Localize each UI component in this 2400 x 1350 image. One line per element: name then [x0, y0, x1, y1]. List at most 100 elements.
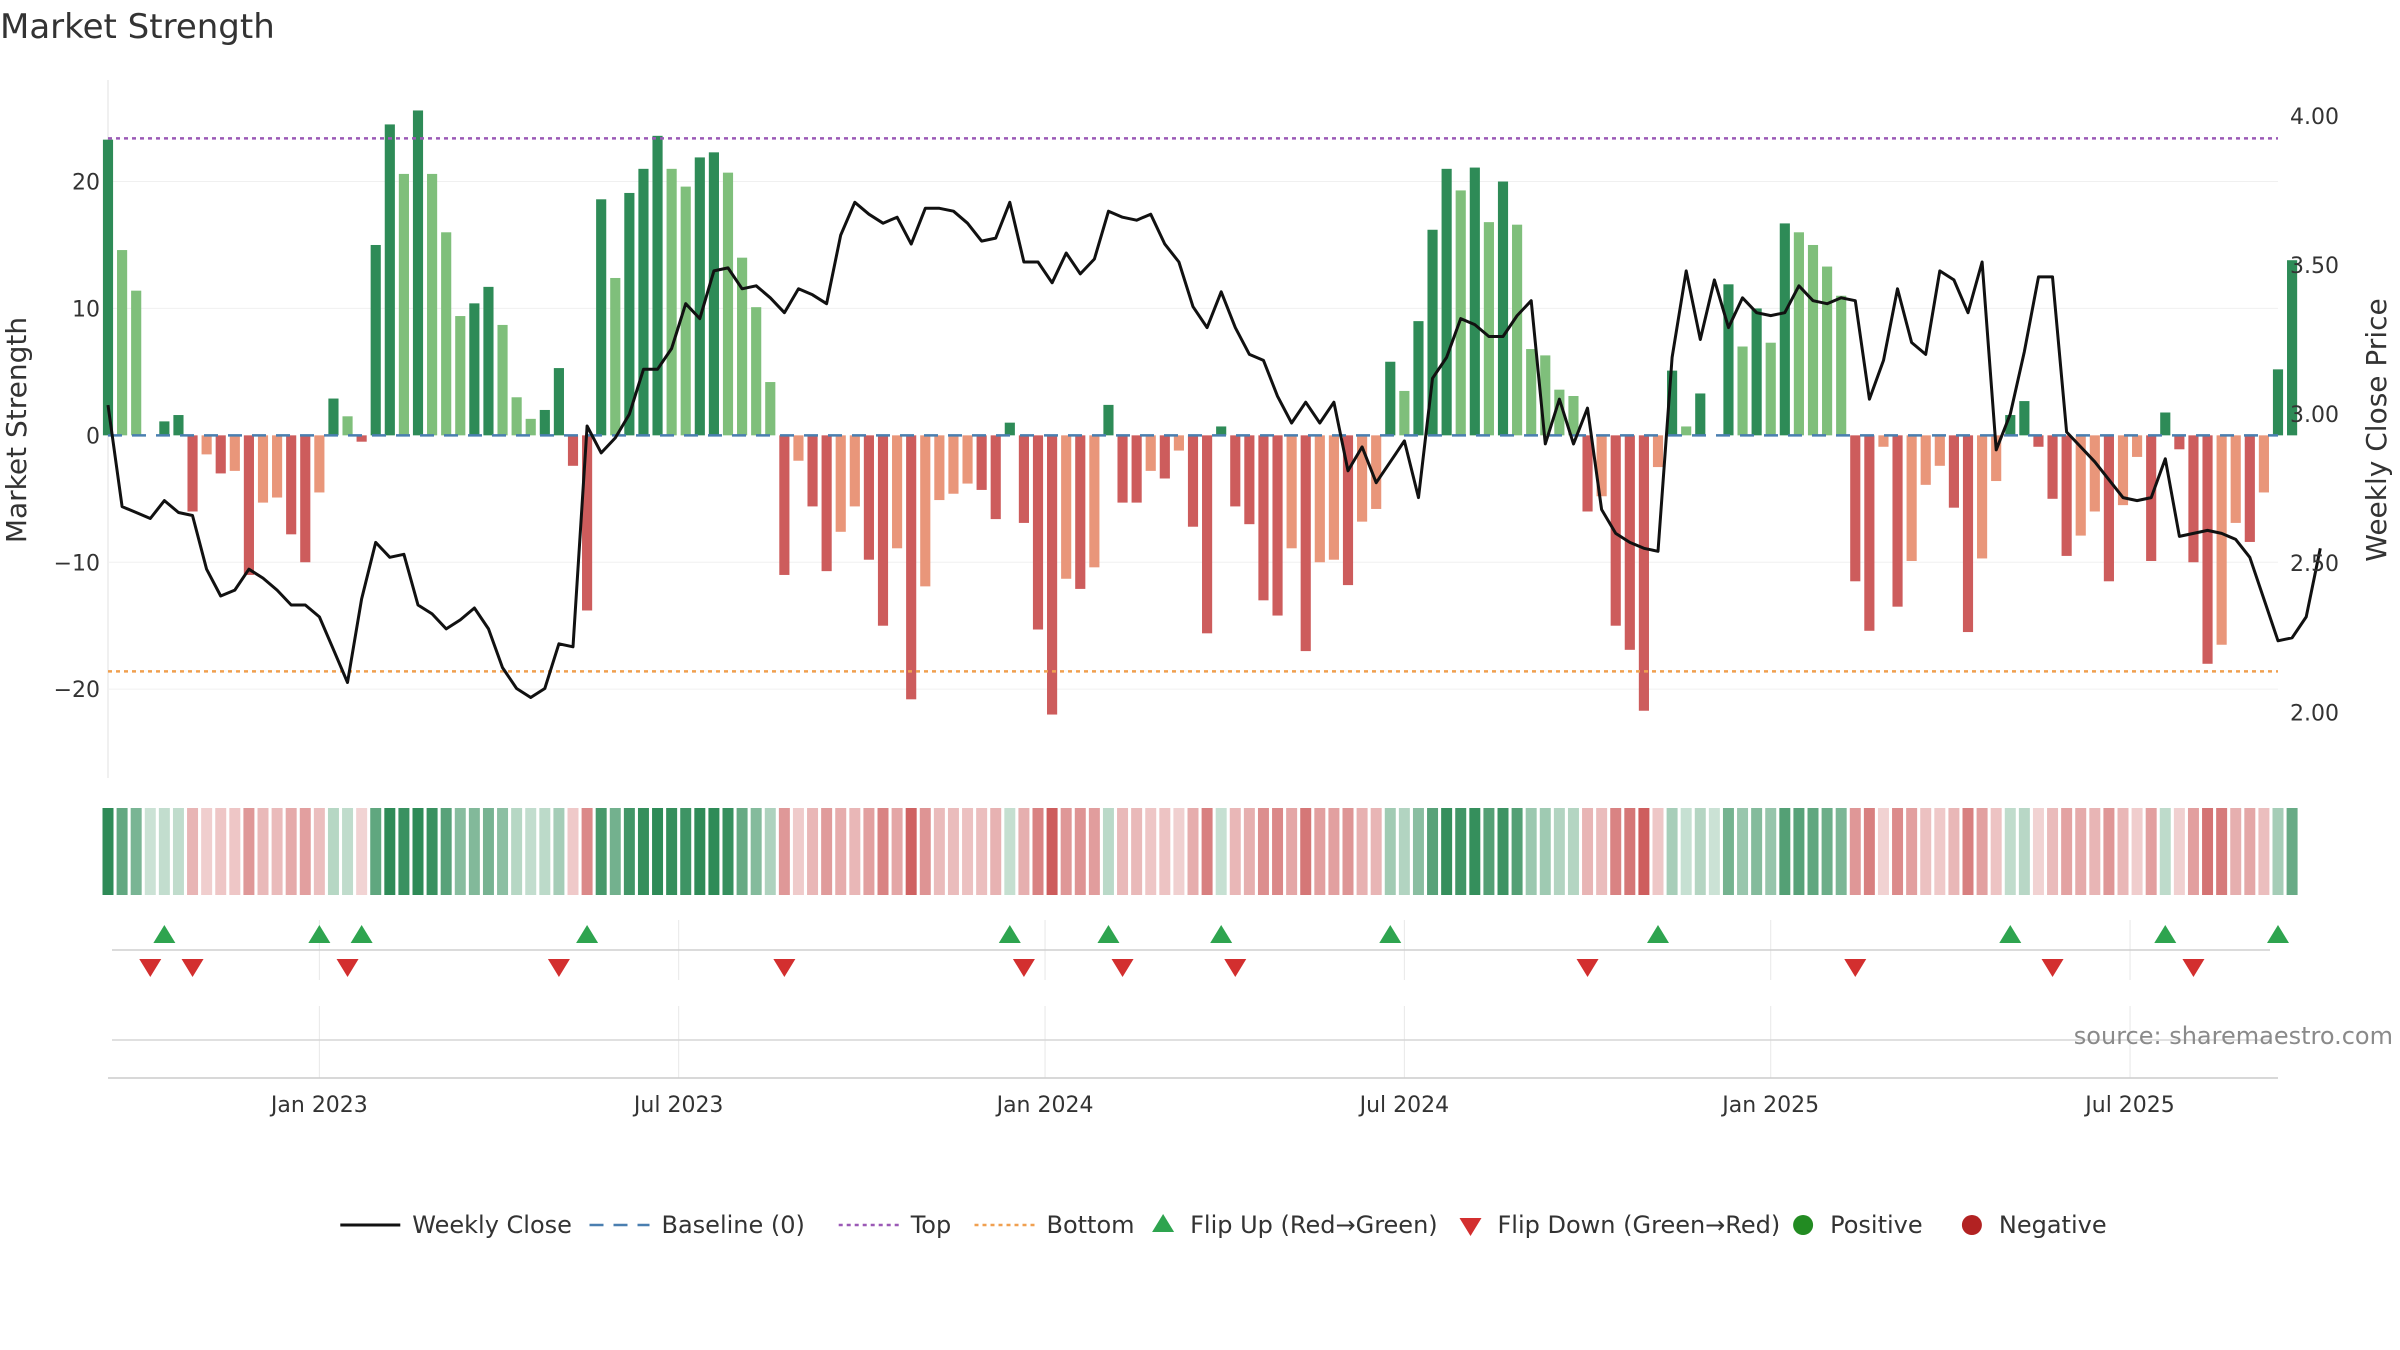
heat-cell	[497, 808, 509, 895]
strength-bar	[511, 397, 522, 436]
heat-cell	[990, 808, 1002, 895]
heat-cell	[2216, 808, 2228, 895]
heat-cell	[1215, 808, 1227, 895]
weekly-close-line-group	[106, 200, 2322, 699]
strength-bar	[102, 139, 114, 436]
strength-bar	[596, 199, 607, 436]
strength-bar	[1357, 435, 1368, 522]
strength-bar	[1554, 389, 1565, 436]
heat-cell	[877, 808, 889, 895]
heat-cell	[666, 808, 678, 895]
strength-bar	[1878, 435, 1889, 447]
heat-cell	[2103, 808, 2115, 895]
strength-bar	[1497, 181, 1509, 436]
x-axis: Jan 2023 Jul 2023 Jan 2024 Jul 2024 Jan 2025…	[108, 1039, 2278, 1118]
heat-cell	[863, 808, 875, 895]
heat-cell	[2145, 808, 2157, 895]
strength-bar	[300, 435, 311, 563]
strength-bar	[976, 435, 987, 490]
heat-cell	[1849, 808, 1861, 895]
strength-bar	[384, 124, 395, 436]
strength-bar	[722, 172, 734, 436]
heat-cell	[1243, 808, 1255, 895]
chart-title: Market Strength	[0, 7, 275, 47]
heat-cell	[1582, 808, 1594, 895]
heat-cell	[539, 808, 551, 895]
heat-cell	[835, 808, 847, 895]
strength-bar	[1328, 435, 1339, 560]
heat-cell	[1525, 808, 1537, 895]
heat-cell	[1765, 808, 1777, 895]
heat-cell	[1018, 808, 1030, 895]
strength-bar	[1300, 435, 1311, 652]
strength-bar	[1483, 222, 1494, 436]
strength-bar	[2047, 435, 2058, 499]
strength-bar	[525, 418, 536, 436]
strength-bar	[962, 435, 973, 484]
heat-cell	[511, 808, 523, 895]
heat-cell	[1666, 808, 1678, 895]
heat-cell	[1906, 808, 1918, 895]
heat-cell	[2131, 808, 2143, 895]
flip-up-marker	[1210, 925, 1233, 943]
strength-bar	[398, 173, 409, 436]
y2-tick-label: 3.50	[2290, 254, 2339, 279]
heat-cell	[1638, 808, 1650, 895]
strength-bar	[2033, 435, 2044, 447]
strength-bar	[1667, 370, 1678, 436]
heat-cell	[1835, 808, 1847, 895]
strength-bar	[1413, 321, 1424, 436]
strength-bar	[2103, 435, 2114, 582]
heat-cell	[581, 808, 593, 895]
heat-cell	[2117, 808, 2129, 895]
heat-cell	[1863, 808, 1875, 895]
strength-bar	[1751, 308, 1762, 436]
legend: Weekly Close Baseline (0) Top Bottom Flip Up…	[340, 1211, 2107, 1239]
flip-up-marker	[2154, 925, 2177, 943]
strength-bar	[1032, 435, 1044, 630]
legend-label: Baseline (0)	[662, 1211, 805, 1239]
heat-cell	[1159, 808, 1171, 895]
heat-cell	[2159, 808, 2171, 895]
heat-cell	[1990, 808, 2002, 895]
heat-cell	[1046, 808, 1058, 895]
heat-cell	[1821, 808, 1833, 895]
heat-cell	[2075, 808, 2087, 895]
y2-tick-label: 3.00	[2290, 403, 2339, 428]
strength-bar	[1512, 224, 1523, 436]
strength-bar	[117, 250, 128, 436]
heat-cell	[299, 808, 311, 895]
strength-bar	[1723, 284, 1734, 436]
flip-up-marker	[350, 925, 373, 943]
x-tick-label: Jul 2023	[632, 1093, 724, 1118]
heat-cell	[1342, 808, 1354, 895]
heat-cell	[764, 808, 776, 895]
strength-bar	[920, 435, 931, 587]
strength-bar	[779, 435, 790, 575]
heat-cell	[1962, 808, 1974, 895]
heat-cell	[398, 808, 410, 895]
heat-cell	[962, 808, 974, 895]
heat-cell	[2272, 808, 2284, 895]
strength-bar	[2075, 435, 2086, 536]
y2-tick-label: 2.00	[2290, 701, 2339, 726]
strength-bar	[2089, 435, 2100, 512]
strength-bar	[1145, 435, 1156, 471]
strength-bar	[1272, 435, 1283, 616]
y-tick-label: −10	[54, 551, 100, 576]
strength-bar	[1441, 168, 1452, 436]
heat-cell	[694, 808, 706, 895]
strength-bar	[342, 416, 353, 436]
strength-bar	[849, 435, 860, 507]
strength-bar	[257, 435, 269, 503]
flip-up-marker	[2267, 925, 2289, 943]
strength-bar	[2132, 435, 2143, 457]
strength-bar	[1962, 435, 1974, 633]
legend-swatch-positive	[1793, 1215, 1814, 1235]
strength-bar	[159, 421, 170, 436]
heat-cell	[172, 808, 184, 895]
strength-bar	[1822, 266, 1833, 436]
strength-bar	[1399, 390, 1410, 436]
strength-bar	[441, 232, 452, 436]
